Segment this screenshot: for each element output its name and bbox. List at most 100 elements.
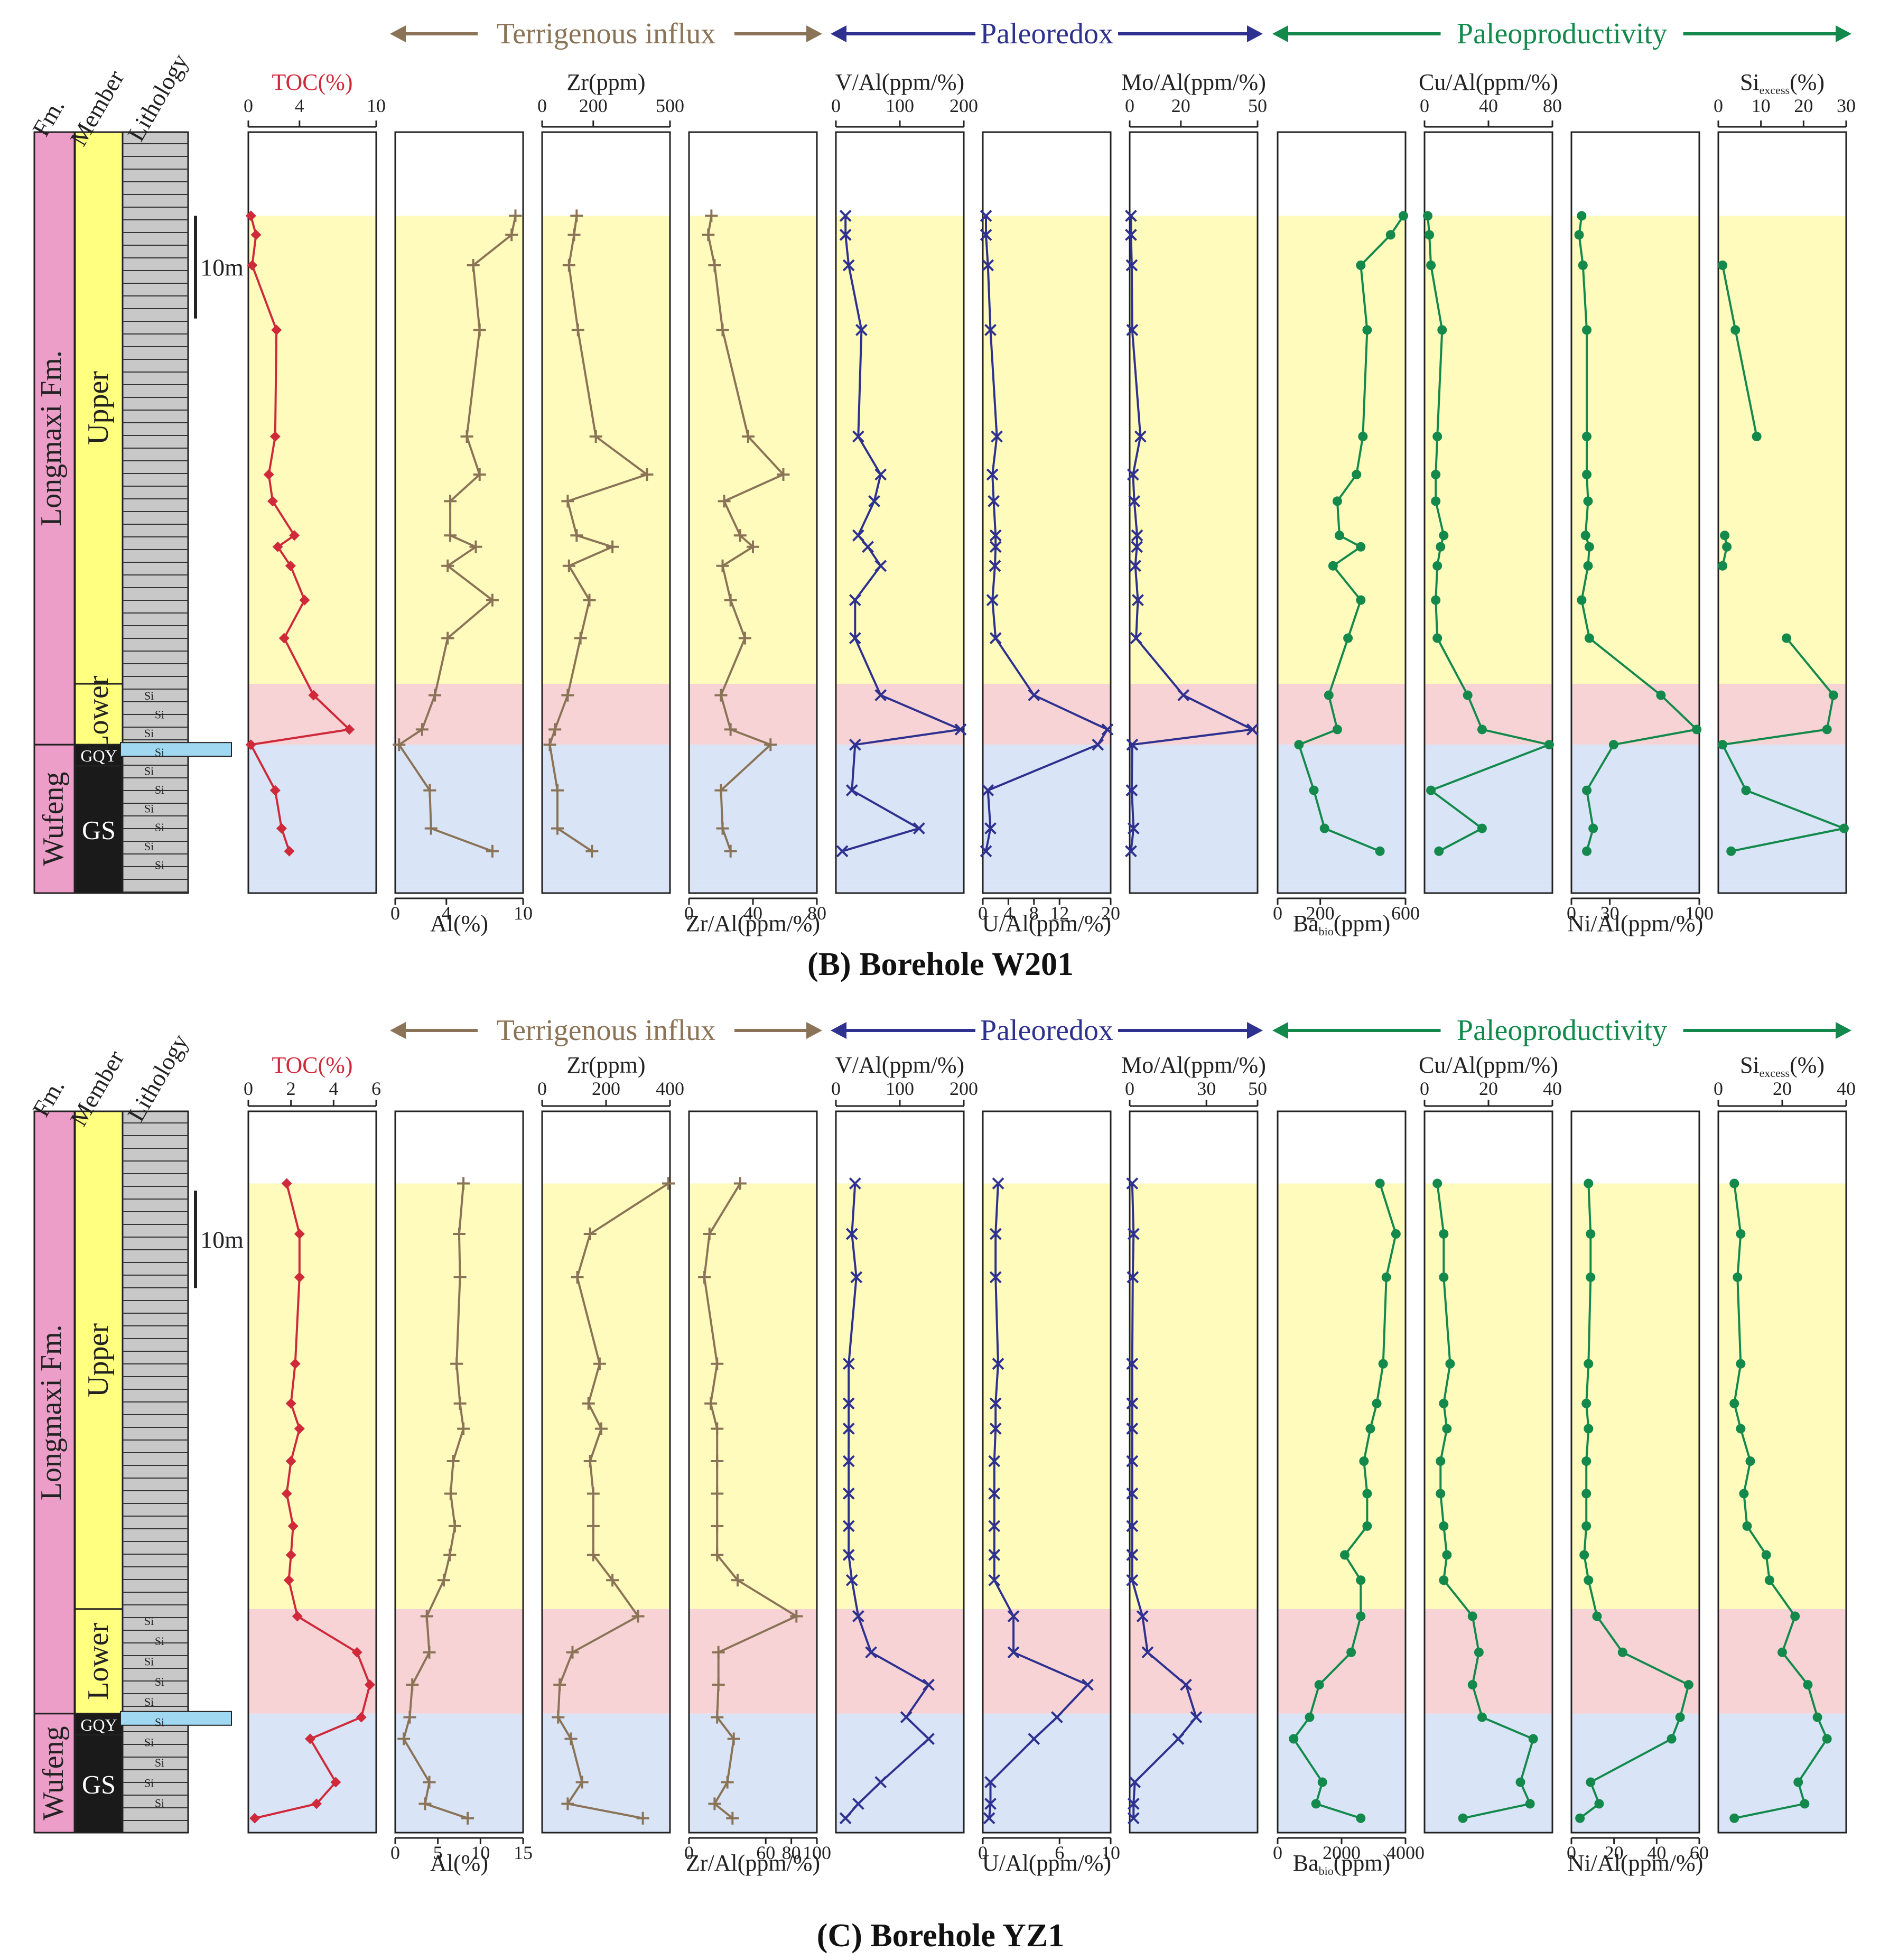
data-point	[640, 468, 654, 481]
zone-upper	[1571, 1183, 1699, 1609]
data-point	[249, 1813, 260, 1824]
data-point	[1445, 1359, 1455, 1369]
data-point	[724, 723, 737, 736]
data-point	[1729, 1398, 1739, 1408]
data-point	[575, 1776, 589, 1789]
data-point	[711, 1357, 724, 1370]
track-frame	[1717, 1110, 1847, 1834]
data-point	[444, 1487, 457, 1500]
tick-label: 15	[514, 1842, 533, 1863]
data-point	[570, 529, 583, 542]
data-point	[441, 559, 454, 572]
data-point	[1126, 1574, 1139, 1586]
fm-longmaxi-label: Longmaxi Fm.	[35, 1324, 68, 1500]
tick-label: 20	[1605, 1842, 1624, 1863]
data-point	[716, 822, 729, 835]
data-point	[245, 739, 256, 750]
data-point	[1578, 261, 1588, 270]
data-point	[1528, 1734, 1538, 1744]
tick-label: 4	[442, 903, 451, 924]
data-point	[842, 1488, 855, 1500]
lithology-si-mark: Si	[144, 727, 154, 740]
group-arrow-left-head	[1272, 1022, 1288, 1039]
tick-label: 0	[1567, 903, 1576, 924]
tick-label: 2	[286, 1078, 296, 1099]
data-point	[1358, 432, 1368, 441]
data-point	[988, 495, 1000, 507]
data-point	[992, 1177, 1004, 1190]
data-point	[582, 1397, 595, 1410]
data-point	[406, 1678, 419, 1692]
zone-wufeng	[1718, 1713, 1846, 1818]
data-point	[842, 1358, 855, 1370]
track-si-excess: 0 20 40 Siexcess(%)	[1714, 1052, 1856, 1834]
data-point	[839, 1812, 852, 1825]
data-point	[702, 228, 715, 241]
data-point	[747, 540, 759, 553]
group-label: Paleoproductivity	[1457, 17, 1667, 50]
data-point	[1812, 1712, 1822, 1722]
data-point	[1437, 325, 1447, 335]
data-point	[989, 1228, 1002, 1240]
data-point	[726, 1812, 739, 1825]
track-frame	[247, 131, 377, 894]
data-point	[1439, 1229, 1449, 1239]
data-point	[271, 324, 282, 336]
tick-label: 0	[978, 903, 988, 924]
group-arrow-right-head	[1836, 25, 1851, 42]
fm-longmaxi-label: Longmaxi Fm.	[35, 350, 68, 526]
zone-blank	[1130, 1111, 1258, 1184]
fm-wufeng-cell	[33, 1713, 76, 1834]
tick-label: 20	[1171, 95, 1190, 116]
data-point	[842, 1549, 855, 1561]
zone-lower	[1278, 684, 1406, 745]
tick-label: 200	[592, 1078, 620, 1099]
data-point	[1177, 689, 1190, 702]
fm-wufeng-label: Wufeng	[37, 1726, 70, 1820]
data-point	[1050, 1711, 1063, 1724]
tick-label: 10	[514, 903, 533, 924]
data-point	[1127, 822, 1140, 835]
data-point	[1425, 230, 1435, 240]
data-point	[351, 1647, 362, 1658]
zone-wufeng	[1571, 1713, 1699, 1818]
zone-upper	[395, 216, 523, 684]
data-point	[703, 1228, 716, 1241]
data-point	[299, 594, 310, 606]
data-point	[587, 1487, 600, 1500]
zone-upper	[836, 216, 964, 684]
data-point	[1477, 823, 1487, 833]
data-point	[1346, 1647, 1356, 1657]
data-point	[852, 430, 864, 443]
tick-label: 40	[743, 903, 762, 924]
zone-lower	[689, 684, 817, 745]
zone-lower	[1571, 1609, 1699, 1714]
data-point	[606, 540, 619, 553]
data-point	[988, 1549, 1001, 1561]
data-point	[1092, 738, 1104, 751]
data-point	[509, 209, 522, 222]
zone-upper	[248, 216, 376, 684]
zone-blank	[1571, 1111, 1699, 1184]
data-point	[570, 209, 583, 222]
lithology-si-mark: Si	[144, 689, 154, 702]
tick-label: 0	[831, 95, 841, 116]
data-point	[874, 689, 887, 702]
zone-wufeng-tail	[983, 885, 1111, 893]
data-point	[289, 530, 300, 541]
data-point	[1839, 823, 1849, 833]
data-point	[415, 723, 429, 736]
tick-label: 200	[579, 95, 608, 116]
data-point	[1584, 1575, 1594, 1585]
lithology-si-mark: Si	[155, 1756, 164, 1769]
track-frame	[247, 1110, 377, 1834]
data-point	[1132, 594, 1144, 607]
track-frame	[835, 131, 965, 894]
tick-label: 0	[831, 1078, 841, 1099]
tick-label: 10	[471, 1842, 490, 1863]
data-point	[330, 1777, 341, 1788]
data-point	[457, 1422, 470, 1435]
axis-title: Siexcess(%)	[1740, 69, 1825, 97]
